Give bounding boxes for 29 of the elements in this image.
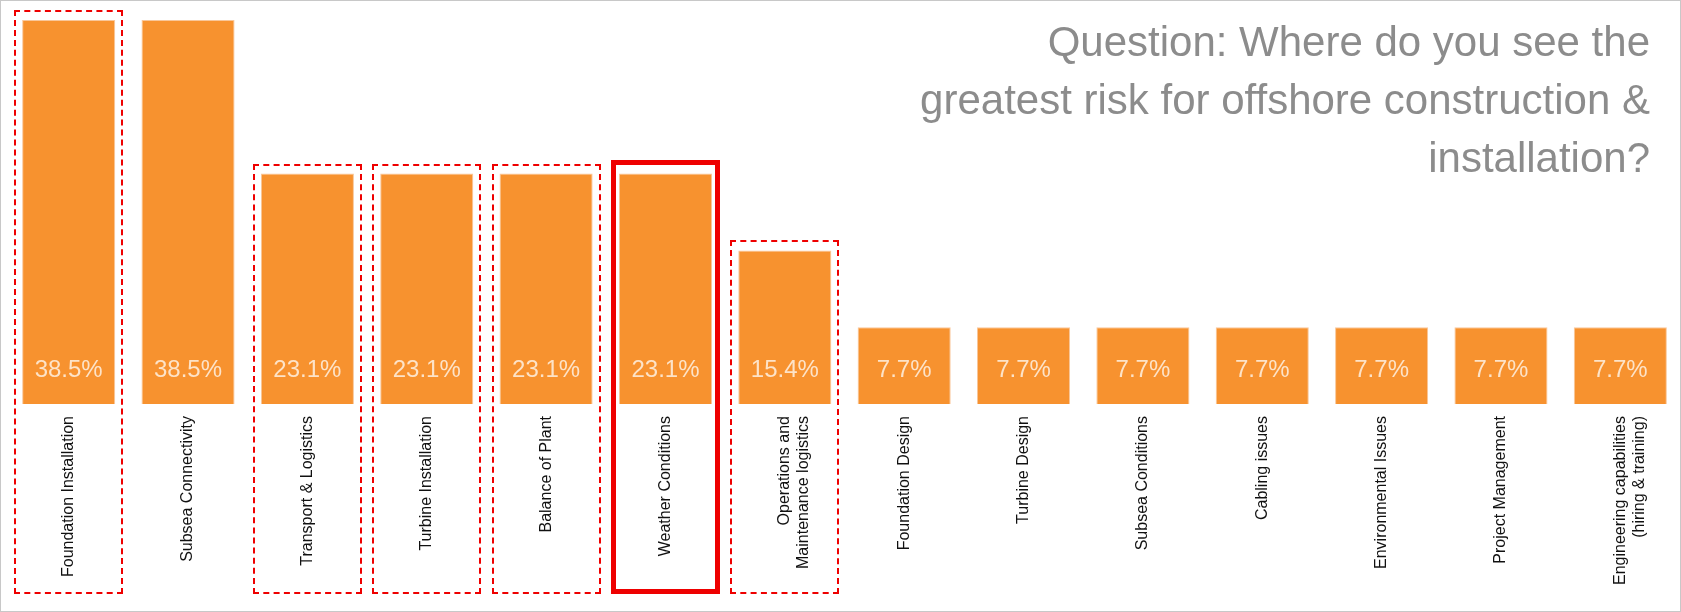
x-tick-label: Foundation Installation [59, 416, 77, 577]
data-label: 38.5% [34, 354, 103, 382]
x-tick-label: Operations and Maintenance logistics [775, 416, 812, 569]
x-tick-label: Turbine Design [1013, 416, 1031, 524]
text: Question: Where do you see the greatest risk for offshore construction & installation? [919, 17, 1650, 183]
data-label: 23.1% [273, 354, 342, 382]
data-label: 7.7% [876, 354, 932, 382]
data-label: 15.4% [750, 354, 819, 382]
data-label: 7.7% [1473, 354, 1529, 382]
x-tick-label: Engineering capabilities (hiring & training) [1610, 416, 1647, 585]
x-tick-label: Transport & Logistics [297, 416, 315, 566]
x-tick-label: Environmental Issues [1372, 416, 1390, 569]
data-label: 23.1% [392, 354, 461, 382]
x-tick-label: Subsea Connectivity [178, 416, 196, 562]
data-label: 7.7% [1592, 354, 1648, 382]
data-label: 7.7% [996, 354, 1051, 382]
data-label: 7.7% [1115, 354, 1171, 382]
data-label: 7.7% [1234, 354, 1290, 382]
x-tick-label: Subsea Conditions [1133, 416, 1151, 551]
data-label: 23.1% [631, 354, 700, 382]
x-tick-label: Project Management [1491, 415, 1509, 564]
x-tick-label: Balance of Plant [536, 415, 554, 533]
x-tick-label: Turbine Installation [417, 416, 435, 551]
x-tick-label: Cabling issues [1252, 416, 1270, 521]
data-label: 23.1% [512, 354, 581, 382]
x-tick-label: Foundation Design [894, 416, 912, 551]
x-tick-label: Weather Conditions [655, 416, 673, 557]
data-label: 7.7% [1354, 354, 1409, 382]
data-label: 38.5% [154, 354, 223, 382]
